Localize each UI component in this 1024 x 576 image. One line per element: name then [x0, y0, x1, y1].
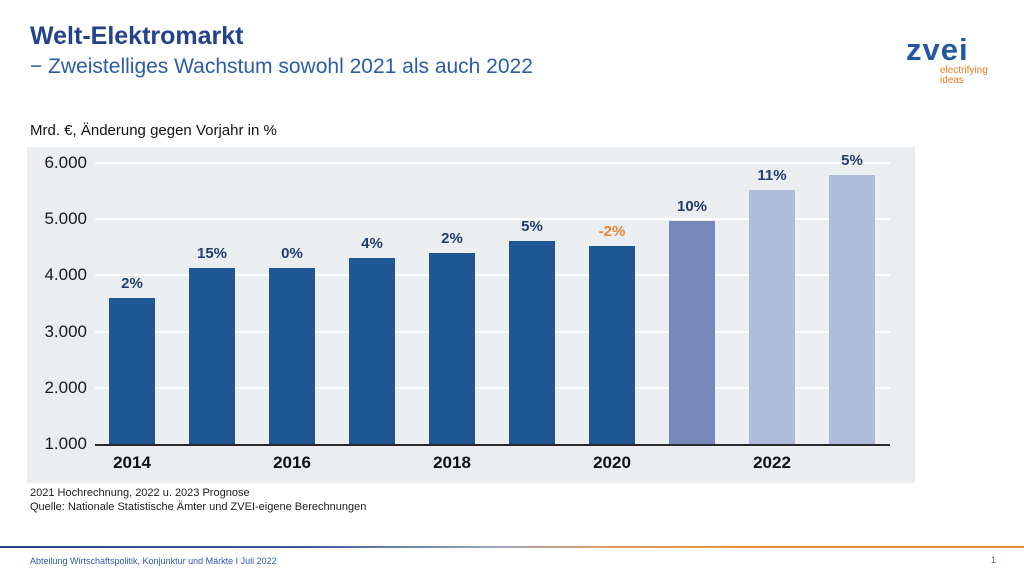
bar: [829, 174, 875, 444]
bar-growth-label: 2%: [441, 230, 463, 248]
page-title: Welt-Elektromarkt: [30, 22, 244, 50]
footer-divider: [0, 546, 1024, 548]
gridline: [95, 218, 890, 221]
y-axis-tick-label: 3.000: [44, 321, 87, 341]
y-axis-tick-label: 6.000: [44, 153, 87, 172]
gridline: [95, 330, 890, 333]
bar-growth-label: -2%: [598, 223, 626, 241]
bar-growth-label: 10%: [676, 197, 708, 215]
bar-growth-label: 2%: [121, 274, 143, 292]
gridline: [95, 162, 890, 164]
gridline: [95, 386, 890, 389]
bar: [349, 257, 395, 444]
bar-chart: 6.000 5.000 4.000 3.000 2.000 1.000 2% 2014 15% 0…: [27, 147, 915, 483]
bar: [109, 297, 155, 444]
x-axis-line: [95, 444, 890, 446]
bar-growth-label: 5%: [521, 218, 543, 236]
zvei-logo: zvei electrifying ideas: [906, 34, 1006, 86]
bar: [189, 267, 235, 444]
bar-growth-label: 15%: [196, 244, 228, 262]
x-axis-tick-label: 2022: [753, 453, 791, 472]
bar-growth-label: 4%: [361, 234, 383, 252]
zvei-logo-wordmark: zvei: [906, 32, 969, 67]
chart-unit-label: Mrd. €, Änderung gegen Vorjahr in %: [30, 122, 277, 139]
x-axis-tick-label: 2018: [433, 453, 471, 472]
x-axis-tick-label: 2016: [273, 453, 311, 472]
gridline: [95, 274, 890, 277]
zvei-logo-tagline-line2: ideas: [940, 75, 964, 86]
y-axis-tick-label: 4.000: [44, 265, 87, 285]
y-axis-tick-label: 5.000: [44, 209, 87, 229]
y-axis-tick-label: 1.000: [44, 434, 87, 453]
bar: [669, 220, 715, 444]
bar: [269, 267, 315, 444]
bar-growth-label: 11%: [757, 166, 787, 184]
footer-department: Abteilung Wirtschaftspolitik, Konjunktur…: [30, 556, 277, 566]
bar-growth-label: 5%: [841, 151, 863, 169]
zvei-logo-tagline-line1: electrifying: [940, 65, 988, 76]
bar: [749, 189, 795, 444]
bar: [429, 253, 475, 444]
x-axis-tick-label: 2014: [113, 453, 151, 472]
x-axis-tick-label: 2020: [593, 453, 631, 472]
bar-growth-label: 0%: [281, 244, 303, 262]
y-axis-tick-label: 2.000: [44, 377, 87, 397]
page-subtitle: − Zweistelliges Wachstum sowohl 2021 als…: [30, 55, 533, 78]
page-number: 1: [990, 555, 996, 565]
bar: [509, 241, 555, 444]
bar: [589, 246, 635, 444]
footnote-source: Quelle: Nationale Statistische Ämter und…: [30, 501, 367, 513]
zvei-logo-tagline: electrifying ideas: [940, 66, 1006, 86]
footnote-estimate: 2021 Hochrechnung, 2022 u. 2023 Prognose: [30, 487, 250, 499]
